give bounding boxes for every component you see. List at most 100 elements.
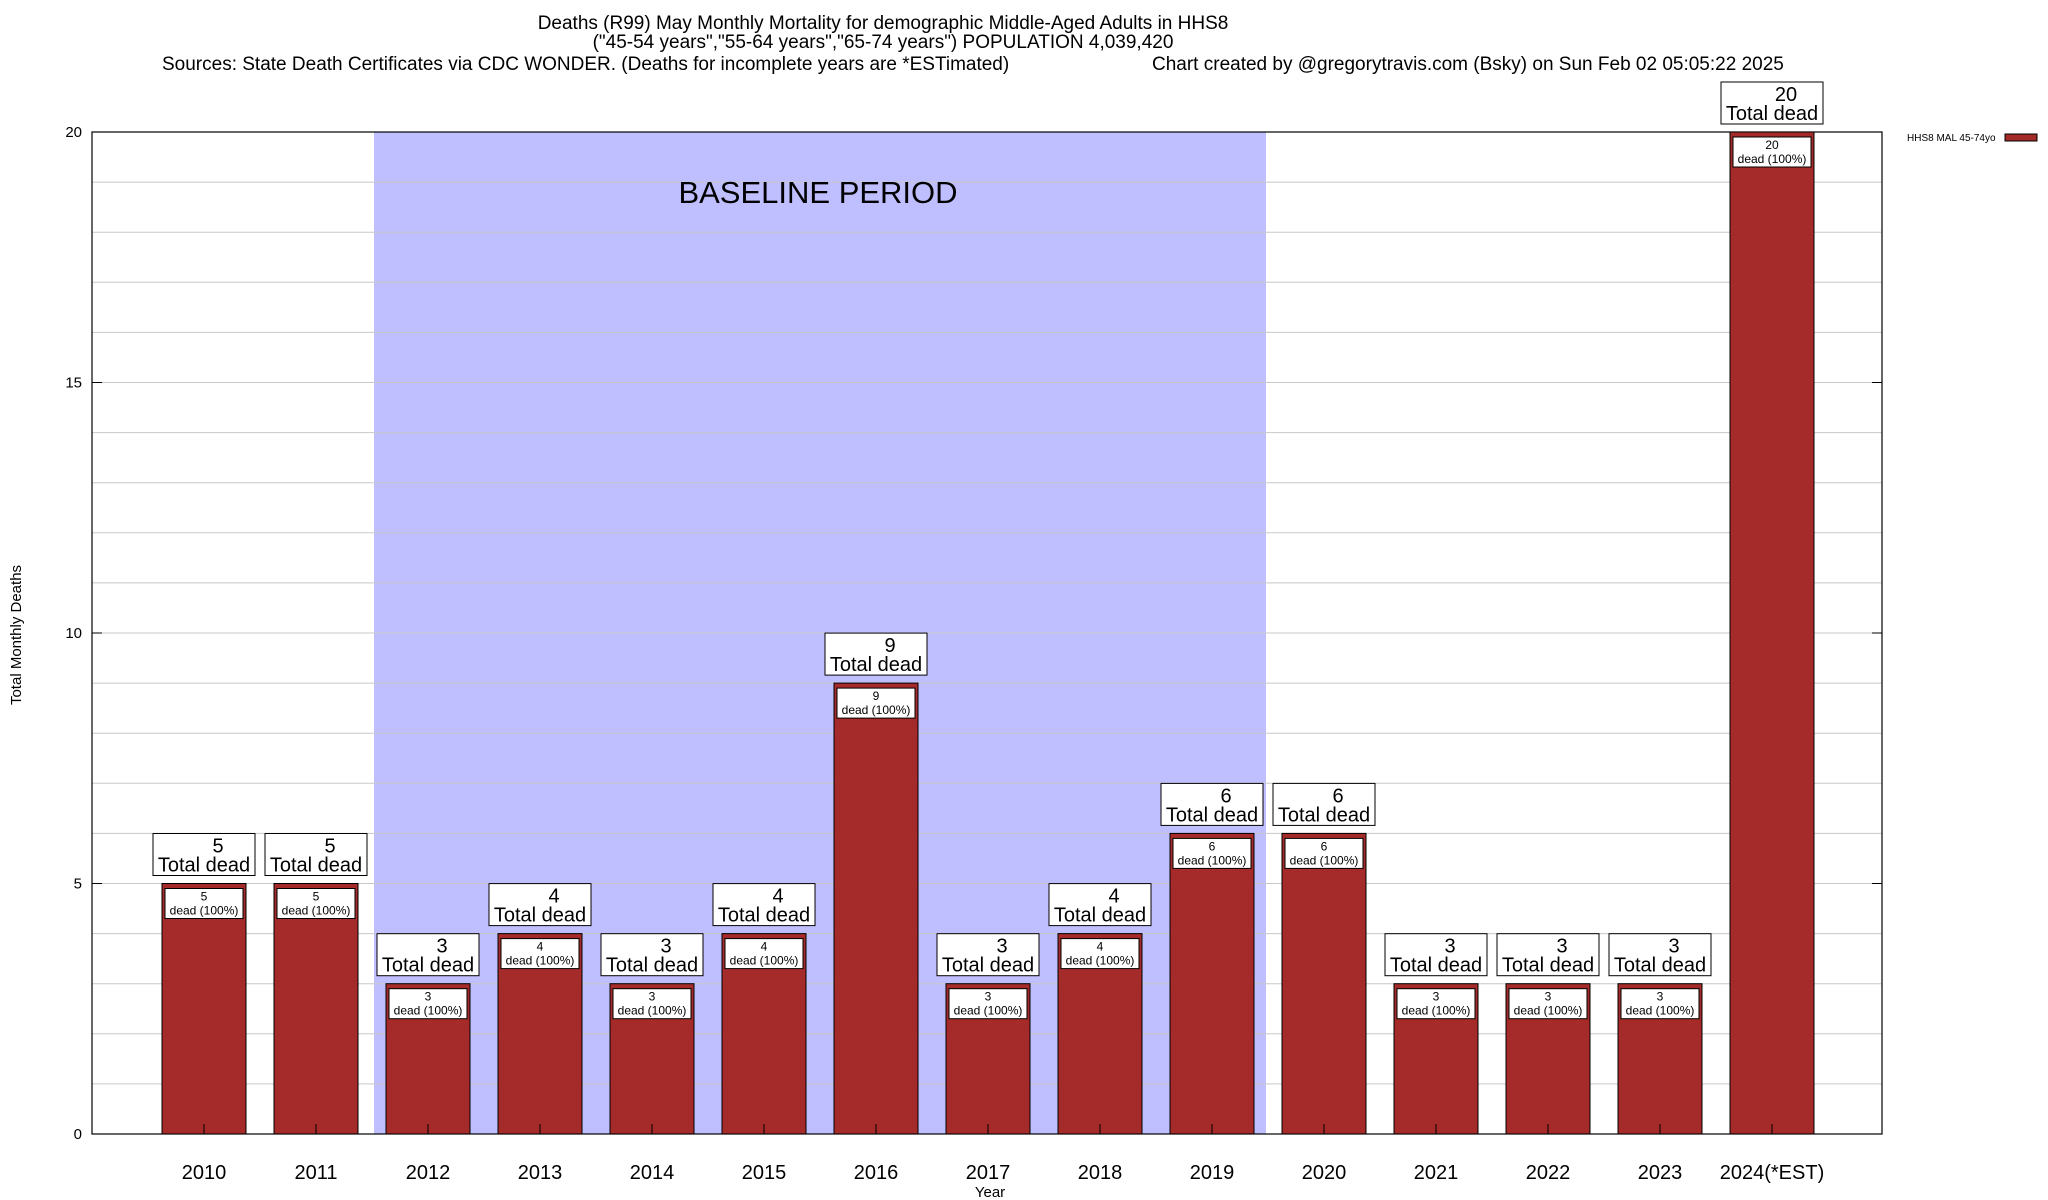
bar-inner-label: dead (100%) (506, 954, 575, 968)
legend-label: HHS8 MAL 45-74yo (1907, 133, 1996, 144)
bar-inner-value: 3 (985, 990, 992, 1004)
bar-inner-label-box (1620, 988, 1700, 1020)
bar-total-value: 6 (1220, 785, 1231, 807)
bar-inner-value: 3 (1433, 990, 1440, 1004)
bar-inner-value: 9 (873, 689, 880, 703)
x-tick-label: 2019 (1190, 1162, 1235, 1184)
bar-inner-label: dead (100%) (1738, 152, 1807, 166)
x-tick-label: 2014 (630, 1162, 675, 1184)
bar-inner-label-box (164, 888, 244, 919)
bar-total-label: Total dead (1614, 955, 1706, 977)
bar-total-label-box (1608, 933, 1712, 977)
bar-total-value: 3 (1444, 936, 1455, 958)
bar-inner-label-box (836, 687, 916, 719)
bar-total-label-box (824, 632, 928, 676)
bar (1729, 131, 1815, 1135)
bar-inner-value: 3 (425, 990, 432, 1004)
bar-inner-value: 6 (1321, 839, 1328, 853)
x-tick-label: 2024(*EST) (1720, 1162, 1825, 1184)
bar-inner-value: 4 (537, 940, 544, 954)
x-tick-label: 2018 (1078, 1162, 1123, 1184)
bar-total-label-box (1048, 883, 1152, 927)
bar-inner-label: dead (100%) (730, 954, 799, 968)
bar-inner-label: dead (100%) (842, 703, 911, 717)
bar-total-value: 4 (548, 886, 559, 908)
y-tick-label: 15 (65, 375, 82, 392)
bar-total-value: 3 (660, 936, 671, 958)
baseline-label: BASELINE PERIOD (678, 175, 957, 210)
y-tick-label: 5 (74, 876, 82, 893)
bar-inner-value: 3 (1657, 990, 1664, 1004)
bar-total-label: Total dead (382, 955, 474, 977)
title-line-1: Deaths (R99) May Monthly Mortality for d… (537, 13, 1229, 34)
bar-total-value: 20 (1775, 84, 1797, 106)
y-tick-label: 0 (74, 1126, 82, 1143)
bar-inner-label-box (612, 988, 692, 1020)
bar-inner-value: 4 (761, 940, 768, 954)
bar-total-label-box (936, 933, 1040, 977)
bar-total-value: 5 (324, 836, 335, 858)
chart-title: Deaths (R99) May Monthly Mortality for d… (0, 14, 1766, 52)
bar-inner-label: dead (100%) (1290, 853, 1359, 867)
x-axis-label: Year (975, 1184, 1005, 1200)
credit-text: Chart created by @gregorytravis.com (Bsk… (1152, 54, 1784, 75)
bar (273, 883, 359, 1135)
bar-total-label-box (152, 833, 256, 876)
bar-total-label: Total dead (494, 905, 586, 927)
x-tick-label: 2021 (1414, 1162, 1459, 1184)
bar (833, 682, 919, 1135)
bar-total-label-box (376, 933, 480, 977)
bar-inner-label-box (1284, 837, 1364, 869)
x-tick-label: 2022 (1526, 1162, 1571, 1184)
x-tick-label: 2023 (1638, 1162, 1683, 1184)
bar-total-label-box (1160, 782, 1264, 826)
bar-total-value: 3 (436, 936, 447, 958)
bar-inner-label: dead (100%) (1626, 1004, 1695, 1018)
bar-inner-label-box (388, 988, 468, 1020)
bar-inner-value: 3 (1545, 990, 1552, 1004)
sources-text: Sources: State Death Certificates via CD… (162, 54, 1010, 75)
bar-total-value: 3 (996, 936, 1007, 958)
bar-inner-label-box (1508, 988, 1588, 1020)
bar-inner-label-box (724, 938, 804, 970)
x-tick-label: 2013 (518, 1162, 563, 1184)
bar-inner-label: dead (100%) (1402, 1004, 1471, 1018)
bar-total-value: 5 (212, 836, 223, 858)
bar-total-value: 3 (1668, 936, 1679, 958)
bar-inner-value: 5 (313, 890, 320, 904)
bar-inner-label: dead (100%) (954, 1004, 1023, 1018)
bar-inner-label: dead (100%) (170, 904, 239, 918)
bar-total-label-box (712, 883, 816, 927)
bar-inner-label: dead (100%) (1514, 1004, 1583, 1018)
bar-total-value: 3 (1556, 936, 1567, 958)
x-tick-label: 2011 (294, 1162, 337, 1184)
bar-inner-label: dead (100%) (618, 1004, 687, 1018)
bar-total-value: 4 (1108, 886, 1119, 908)
bar-total-label-box (600, 933, 704, 977)
bar-inner-label-box (1396, 988, 1476, 1020)
y-axis-label: Total Monthly Deaths (8, 565, 25, 705)
bar-total-label: Total dead (1278, 804, 1370, 826)
bar-total-label: Total dead (270, 855, 362, 877)
bar-inner-value: 5 (201, 890, 208, 904)
bar-inner-label: dead (100%) (394, 1004, 463, 1018)
y-tick-label: 10 (65, 625, 82, 642)
bar-total-label-box (1384, 933, 1488, 977)
bar-total-label-box (1272, 782, 1376, 826)
bar-total-label: Total dead (1502, 955, 1594, 977)
bar-inner-label-box (1732, 136, 1812, 168)
bar-inner-label-box (276, 888, 356, 919)
bar-total-label-box (1496, 933, 1600, 977)
bar-total-label-box (1720, 81, 1824, 125)
x-tick-label: 2016 (854, 1162, 899, 1184)
bar-inner-value: 3 (649, 990, 656, 1004)
bar-inner-label: dead (100%) (282, 904, 351, 918)
bar-inner-label-box (1060, 938, 1140, 970)
bar-total-label: Total dead (1726, 103, 1818, 125)
bar-total-label: Total dead (1054, 905, 1146, 927)
bar-total-value: 9 (884, 635, 895, 657)
bar-total-label: Total dead (158, 855, 250, 877)
bar-total-label: Total dead (1390, 955, 1482, 977)
bar-total-label: Total dead (830, 654, 922, 676)
title-line-2: ("45-54 years","55-64 years","65-74 year… (592, 32, 1174, 53)
